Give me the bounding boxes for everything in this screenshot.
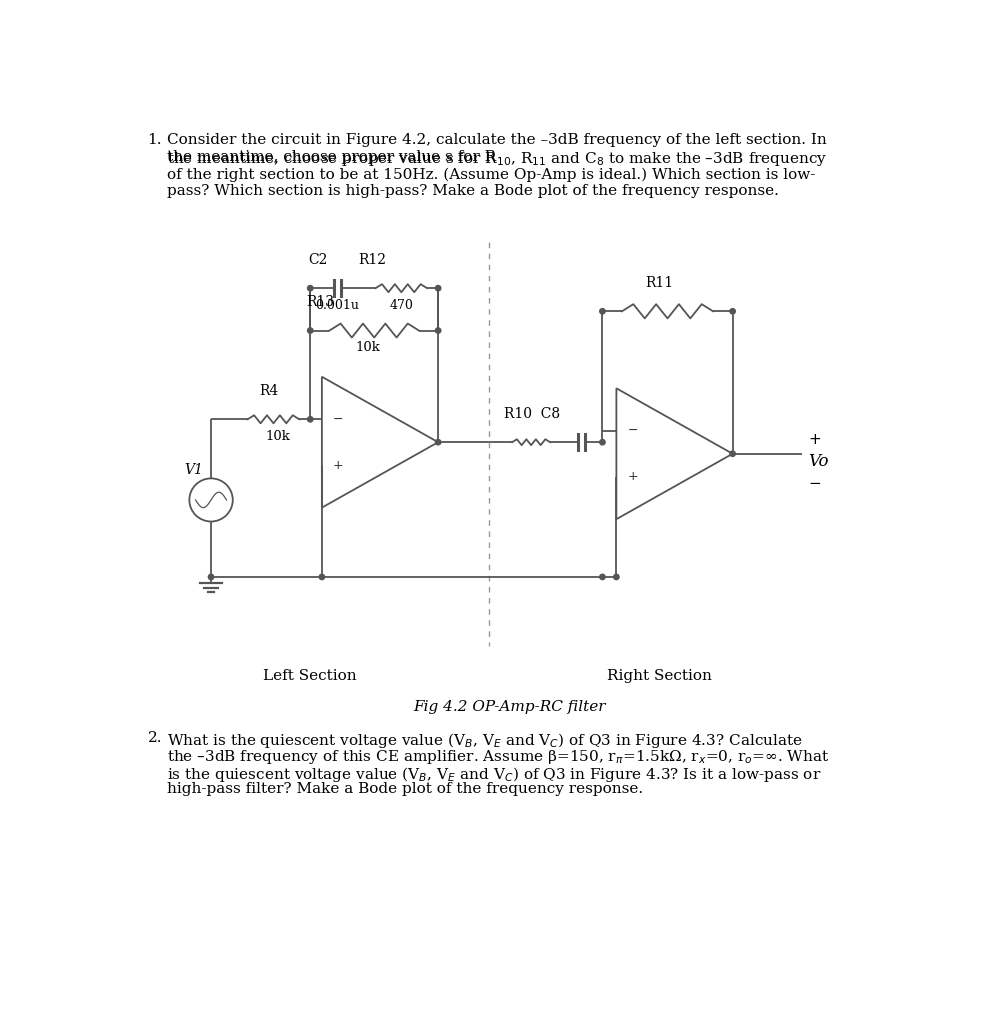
Text: +: +	[808, 432, 821, 448]
Text: What is the quiescent voltage value (V$_B$, V$_E$ and V$_C$) of Q3 in Figure 4.3: What is the quiescent voltage value (V$_…	[167, 731, 802, 750]
Circle shape	[435, 439, 440, 445]
Text: R12: R12	[358, 252, 387, 267]
Text: −: −	[808, 475, 821, 491]
Text: the –3dB frequency of this CE amplifier. Assume β=150, r$_π$=1.5kΩ, r$_x$=0, r$_: the –3dB frequency of this CE amplifier.…	[167, 748, 829, 765]
Circle shape	[730, 309, 736, 314]
Text: R4: R4	[259, 383, 278, 398]
Text: C2: C2	[308, 252, 328, 267]
Circle shape	[307, 328, 313, 333]
Text: Right Section: Right Section	[606, 669, 712, 684]
Text: 10k: 10k	[265, 430, 290, 444]
Circle shape	[307, 285, 313, 291]
Circle shape	[599, 439, 605, 445]
Text: 2.: 2.	[147, 731, 162, 745]
Text: 10k: 10k	[356, 341, 381, 355]
Text: −: −	[627, 424, 638, 437]
Text: Consider the circuit in Figure 4.2, calculate the –3dB frequency of the left sec: Consider the circuit in Figure 4.2, calc…	[167, 134, 827, 147]
Text: R10  C8: R10 C8	[504, 407, 561, 421]
Circle shape	[599, 309, 605, 314]
Circle shape	[319, 574, 325, 579]
Text: +: +	[333, 459, 344, 471]
Circle shape	[209, 574, 214, 579]
Text: −: −	[333, 413, 343, 426]
Text: V1: V1	[184, 463, 203, 477]
Text: 0.001u: 0.001u	[315, 299, 359, 312]
Circle shape	[435, 328, 440, 333]
Circle shape	[730, 451, 736, 457]
Text: the meantime, choose proper value s for R$_{10}$, R$_{11}$ and C$_8$ to make the: the meantime, choose proper value s for …	[167, 150, 827, 169]
Text: the meantime, choose proper value s for R: the meantime, choose proper value s for …	[167, 150, 496, 165]
Circle shape	[307, 417, 313, 422]
Text: Vo: Vo	[808, 453, 829, 470]
Text: Left Section: Left Section	[263, 669, 357, 684]
Text: pass? Which section is high-pass? Make a Bode plot of the frequency response.: pass? Which section is high-pass? Make a…	[167, 184, 778, 198]
Circle shape	[613, 574, 619, 579]
Text: high-pass filter? Make a Bode plot of the frequency response.: high-pass filter? Make a Bode plot of th…	[167, 782, 643, 796]
Circle shape	[599, 574, 605, 579]
Text: R13: R13	[306, 295, 334, 309]
Text: Fig 4.2 OP-Amp-RC filter: Fig 4.2 OP-Amp-RC filter	[414, 700, 605, 714]
Text: R11: R11	[646, 276, 674, 289]
Text: +: +	[627, 470, 638, 483]
Circle shape	[435, 285, 440, 291]
Text: 470: 470	[390, 299, 414, 312]
Text: of the right section to be at 150Hz. (Assume Op-Amp is ideal.) Which section is : of the right section to be at 150Hz. (As…	[167, 168, 815, 182]
Text: is the quiescent voltage value (V$_B$, V$_E$ and V$_C$) of Q3 in Figure 4.3? Is : is the quiescent voltage value (V$_B$, V…	[167, 764, 821, 784]
Text: 1.: 1.	[147, 134, 162, 147]
